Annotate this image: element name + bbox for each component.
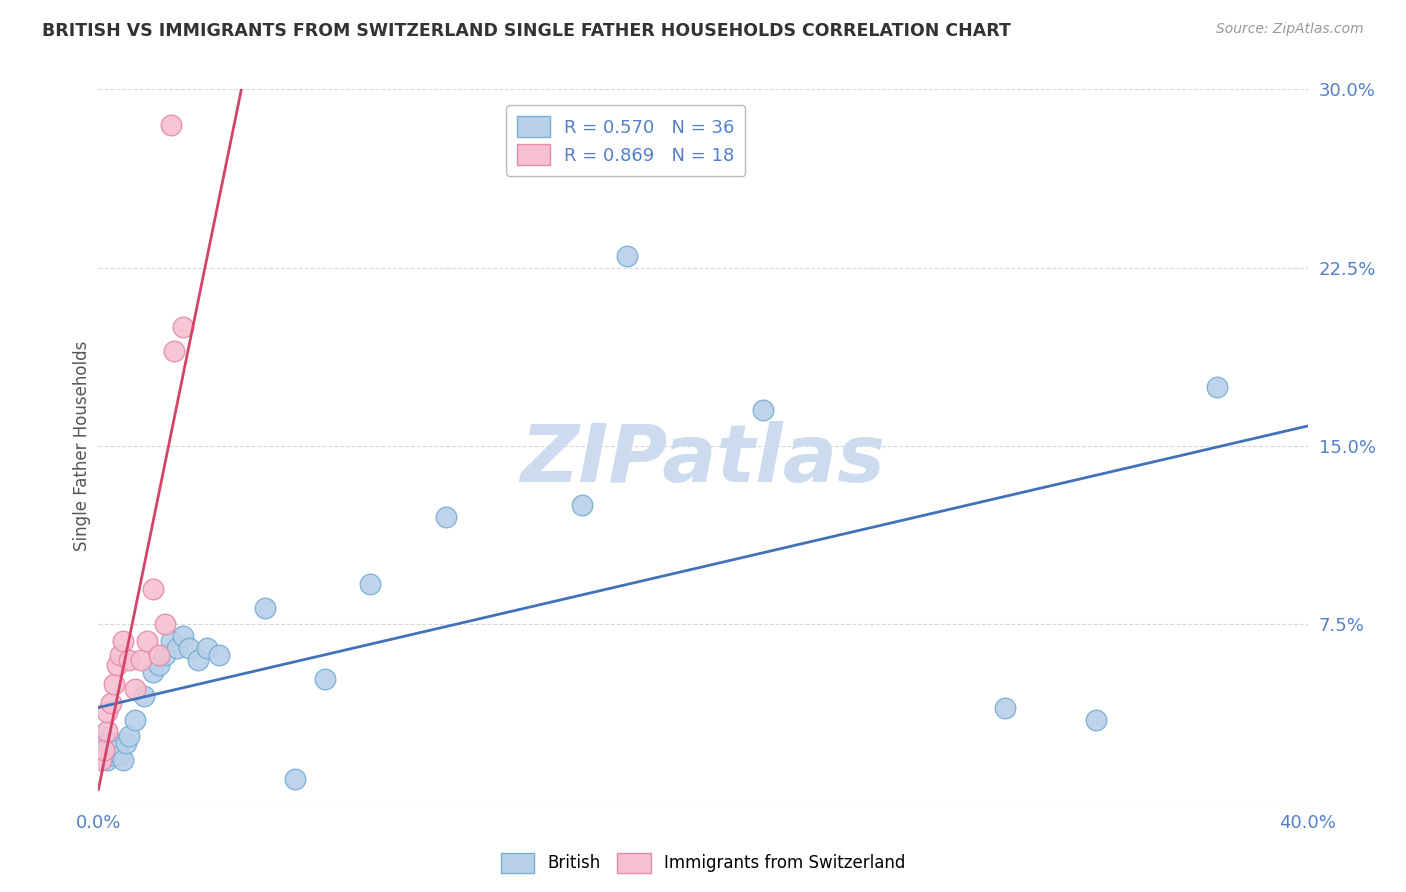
Point <box>160 118 183 132</box>
Point <box>90 729 112 743</box>
Point <box>148 648 170 663</box>
Point <box>434 510 457 524</box>
Point <box>100 748 122 763</box>
Point <box>93 736 115 750</box>
Point <box>100 696 122 710</box>
Point <box>93 748 115 763</box>
Point <box>208 648 231 663</box>
Point <box>124 713 146 727</box>
Point <box>96 743 118 757</box>
Point <box>118 653 141 667</box>
Point <box>90 753 112 767</box>
Point <box>108 648 131 663</box>
Point <box>179 641 201 656</box>
Point <box>172 629 194 643</box>
Point <box>314 672 336 686</box>
Text: ZIPatlas: ZIPatlas <box>520 421 886 500</box>
Point <box>124 681 146 696</box>
Point <box>994 700 1017 714</box>
Point <box>108 748 131 763</box>
Point <box>96 724 118 739</box>
Point <box>103 736 125 750</box>
Point <box>360 577 382 591</box>
Point <box>160 634 183 648</box>
Point <box>752 403 775 417</box>
Text: BRITISH VS IMMIGRANTS FROM SWITZERLAND SINGLE FATHER HOUSEHOLDS CORRELATION CHAR: BRITISH VS IMMIGRANTS FROM SWITZERLAND S… <box>42 22 1011 40</box>
Text: Source: ZipAtlas.com: Source: ZipAtlas.com <box>1216 22 1364 37</box>
Point <box>166 641 188 656</box>
Point <box>96 753 118 767</box>
Point <box>148 657 170 672</box>
Point <box>1085 713 1108 727</box>
Point <box>114 736 136 750</box>
Point <box>111 753 134 767</box>
Point <box>118 729 141 743</box>
Point <box>93 743 115 757</box>
Point <box>616 249 638 263</box>
Point <box>103 677 125 691</box>
Point <box>253 600 276 615</box>
Point <box>284 772 307 786</box>
Point <box>111 634 134 648</box>
Point <box>90 743 112 757</box>
Point <box>172 320 194 334</box>
Point <box>187 653 209 667</box>
Point <box>163 343 186 358</box>
Point <box>153 617 176 632</box>
Point <box>105 657 128 672</box>
Point <box>142 582 165 596</box>
Point <box>571 499 593 513</box>
Point <box>105 743 128 757</box>
Point <box>96 706 118 720</box>
Point <box>153 648 176 663</box>
Point <box>195 641 218 656</box>
Legend: R = 0.570   N = 36, R = 0.869   N = 18: R = 0.570 N = 36, R = 0.869 N = 18 <box>506 105 745 176</box>
Point <box>135 634 157 648</box>
Point <box>132 689 155 703</box>
Y-axis label: Single Father Households: Single Father Households <box>73 341 91 551</box>
Point <box>142 665 165 679</box>
Point <box>1206 379 1229 393</box>
Legend: British, Immigrants from Switzerland: British, Immigrants from Switzerland <box>494 847 912 880</box>
Point <box>129 653 152 667</box>
